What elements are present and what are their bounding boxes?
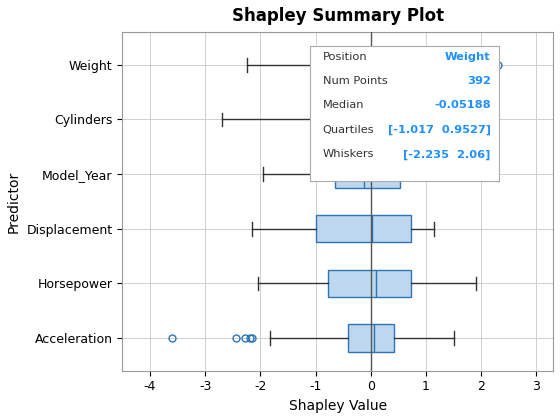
Text: 392: 392 (466, 76, 491, 86)
PathPatch shape (316, 215, 410, 242)
PathPatch shape (348, 324, 394, 352)
PathPatch shape (335, 160, 399, 188)
Text: Median: Median (323, 100, 364, 110)
Text: Whiskers: Whiskers (323, 149, 374, 159)
X-axis label: Shapley Value: Shapley Value (288, 399, 387, 413)
PathPatch shape (315, 51, 423, 79)
Text: Weight: Weight (445, 52, 491, 62)
Text: -0.05188: -0.05188 (434, 100, 491, 110)
Text: Quartiles: Quartiles (323, 125, 374, 135)
Y-axis label: Predictor: Predictor (7, 170, 21, 233)
Text: [-1.017  0.9527]: [-1.017 0.9527] (388, 125, 491, 135)
FancyBboxPatch shape (310, 46, 499, 181)
Text: Num Points: Num Points (323, 76, 388, 86)
Text: [-2.235  2.06]: [-2.235 2.06] (403, 149, 491, 160)
PathPatch shape (328, 270, 410, 297)
Text: Position: Position (323, 52, 367, 62)
Title: Shapley Summary Plot: Shapley Summary Plot (232, 7, 444, 25)
PathPatch shape (317, 106, 356, 133)
